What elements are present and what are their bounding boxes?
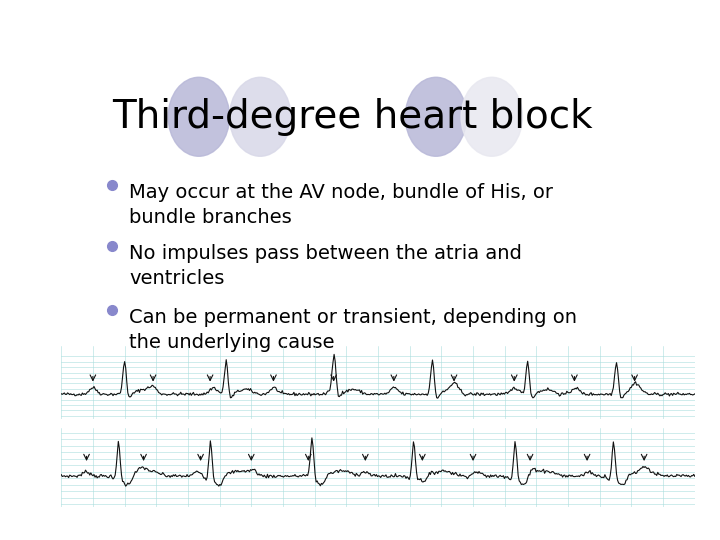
Text: Third-degree heart block: Third-degree heart block [112, 98, 593, 136]
Text: No impulses pass between the atria and
ventricles: No impulses pass between the atria and v… [129, 244, 522, 288]
Text: May occur at the AV node, bundle of His, or
bundle branches: May occur at the AV node, bundle of His,… [129, 183, 553, 227]
Text: Can be permanent or transient, depending on
the underlying cause: Can be permanent or transient, depending… [129, 308, 577, 352]
Ellipse shape [168, 77, 230, 156]
Ellipse shape [461, 77, 523, 156]
Ellipse shape [230, 77, 291, 156]
Ellipse shape [405, 77, 467, 156]
